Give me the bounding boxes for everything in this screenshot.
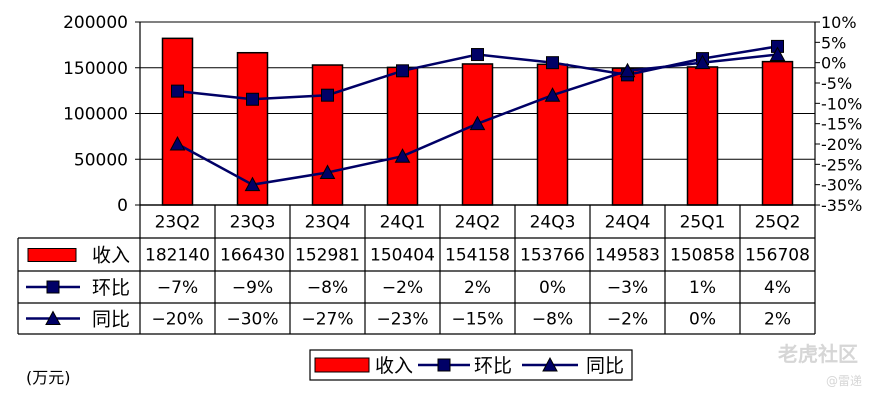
- watermark-user: @雷递: [826, 374, 863, 388]
- data-label: 156708: [745, 246, 810, 266]
- data-label: −15%: [451, 310, 503, 330]
- category-label: 23Q3: [230, 213, 276, 233]
- yoy-point-23Q3: [244, 176, 261, 192]
- data-table: 23Q2 23Q3 23Q4 24Q1 24Q2 24Q3 24Q4 25Q1 25Q2 1821…: [17, 204, 816, 335]
- data-label: 153766: [520, 246, 585, 266]
- left-tick-label: 50000: [74, 150, 128, 170]
- legend-label: 同比: [586, 355, 624, 377]
- category-label: 25Q2: [755, 213, 801, 233]
- yoy-point-25Q1: [694, 54, 711, 70]
- right-tick-label: -5%: [821, 74, 852, 93]
- data-label: 4%: [764, 278, 791, 298]
- yoy-point-23Q2: [169, 135, 186, 151]
- right-tick-label: -15%: [821, 115, 862, 134]
- legend: 收入 环比 同比: [309, 349, 633, 381]
- series-lines: [169, 39, 786, 192]
- category-label: 24Q1: [380, 213, 426, 233]
- left-tick-label: 100000: [63, 105, 128, 125]
- legend-label: 环比: [474, 355, 512, 377]
- data-label: −8%: [307, 278, 348, 298]
- data-label: 166430: [220, 246, 285, 266]
- data-label: 150858: [670, 246, 735, 266]
- data-label: −9%: [232, 278, 273, 298]
- data-label: 182140: [145, 246, 210, 266]
- row-header: 收入: [92, 245, 130, 267]
- yoy-point-23Q4: [319, 164, 336, 179]
- qoq-point-24Q3: [546, 56, 559, 70]
- data-label: 2%: [764, 310, 791, 330]
- legend-label: 收入: [375, 355, 413, 377]
- data-label: −7%: [157, 278, 198, 298]
- yoy-point-25Q2: [769, 46, 786, 62]
- data-label: −23%: [376, 310, 428, 330]
- qoq-point-24Q1: [396, 64, 409, 78]
- right-tick-label: 10%: [821, 13, 857, 32]
- right-tick-label: -35%: [821, 196, 862, 215]
- data-label: 1%: [689, 278, 716, 298]
- bar-23Q2: [161, 37, 194, 206]
- yoy-point-24Q4: [619, 62, 636, 78]
- data-label: 154158: [445, 246, 510, 266]
- qoq-point-23Q2: [171, 84, 184, 98]
- legend-key-marker: [46, 280, 60, 294]
- bar-25Q2: [761, 60, 794, 206]
- bar-25Q1: [686, 66, 719, 206]
- category-label: 24Q2: [455, 213, 501, 233]
- qoq-point-24Q2: [471, 48, 484, 62]
- qoq-point-23Q4: [321, 88, 334, 102]
- legend-key-bar: [27, 248, 77, 262]
- legend-key-marker: [45, 310, 61, 325]
- category-label: 23Q4: [305, 213, 351, 233]
- legend-key-bar: [314, 357, 370, 373]
- bar-24Q2: [461, 63, 494, 206]
- yoy-point-24Q3: [544, 87, 561, 102]
- legend-key-marker: [542, 356, 558, 372]
- left-tick-label: 200000: [63, 13, 128, 33]
- data-label: −30%: [226, 310, 278, 330]
- data-label: 0%: [689, 310, 716, 330]
- data-label: 0%: [539, 278, 566, 298]
- category-label: 24Q3: [530, 213, 576, 233]
- category-label: 25Q1: [680, 213, 726, 233]
- row-header: 环比: [92, 277, 130, 299]
- right-tick-label: -30%: [821, 176, 862, 195]
- data-label: 150404: [370, 246, 435, 266]
- category-label: 24Q4: [605, 213, 651, 233]
- bar-23Q4: [311, 64, 344, 206]
- data-label: −3%: [607, 278, 648, 298]
- data-label: 149583: [595, 246, 660, 266]
- right-tick-label: 0%: [821, 54, 846, 73]
- yoy-point-24Q2: [469, 115, 486, 131]
- data-label: −2%: [607, 310, 648, 330]
- right-tick-label: -10%: [821, 94, 862, 113]
- legend-key-marker: [437, 358, 451, 372]
- data-label: −20%: [151, 310, 203, 330]
- category-label: 23Q2: [155, 213, 201, 233]
- bar-24Q1: [386, 66, 419, 206]
- qoq-point-23Q3: [246, 92, 259, 106]
- data-label: 2%: [464, 278, 491, 298]
- data-label: −2%: [382, 278, 423, 298]
- unit-note: (万元): [26, 368, 71, 387]
- right-tick-label: -25%: [821, 155, 862, 174]
- data-label: −27%: [301, 310, 353, 330]
- bar-24Q3: [536, 63, 569, 206]
- data-label: −8%: [532, 310, 573, 330]
- yoy-point-24Q1: [394, 148, 411, 163]
- left-tick-label: 150000: [63, 59, 128, 79]
- row-header: 同比: [92, 309, 130, 331]
- data-label: 152981: [295, 246, 360, 266]
- right-tick-label: 5%: [821, 33, 846, 52]
- right-tick-label: -20%: [821, 135, 862, 154]
- left-tick-label: 0: [117, 196, 128, 216]
- tick-labels: 0 50000 100000 150000 200000 -35%-30% -25%-20%…: [63, 13, 862, 216]
- bar-24Q4: [611, 67, 644, 206]
- watermark-logo: 老虎社区: [778, 342, 858, 366]
